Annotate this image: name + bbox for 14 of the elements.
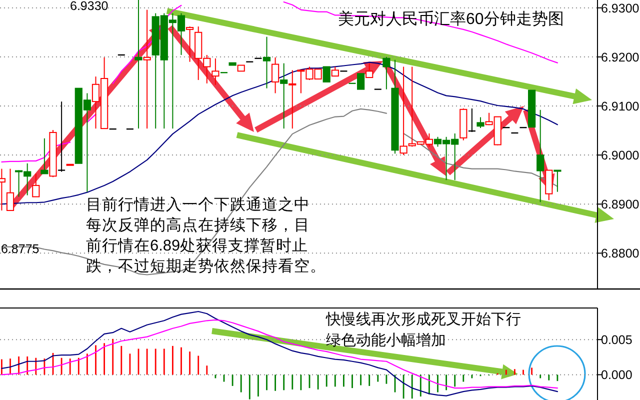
annotation: 6.8775 — [1, 242, 40, 256]
y-tick-label: 6.9000 — [601, 148, 640, 163]
line-series — [1, 310, 558, 396]
y-tick-label: 6.8800 — [601, 246, 640, 261]
y-tick-label: 6.8900 — [601, 198, 640, 212]
y-tick-label: 0.000 — [601, 368, 632, 382]
annotation: 目前行情进入一个下跌通道之中每次反弹的高点在持续下移，目前行情在6.89处获得支撑暂时止跌，不过短期走势依然保持看空。 — [86, 196, 326, 275]
annotation: 绿色动能小幅增加 — [326, 332, 446, 349]
y-tick-label: 6.9100 — [601, 99, 640, 114]
annotation: 快慢线再次形成死叉开始下行 — [325, 311, 521, 328]
annotation: 6.9330 — [70, 0, 108, 13]
y-tick-label: 0.005 — [601, 333, 632, 348]
y-tick-label: 6.9300 — [601, 1, 640, 16]
y-tick-label: 6.9200 — [601, 50, 640, 64]
